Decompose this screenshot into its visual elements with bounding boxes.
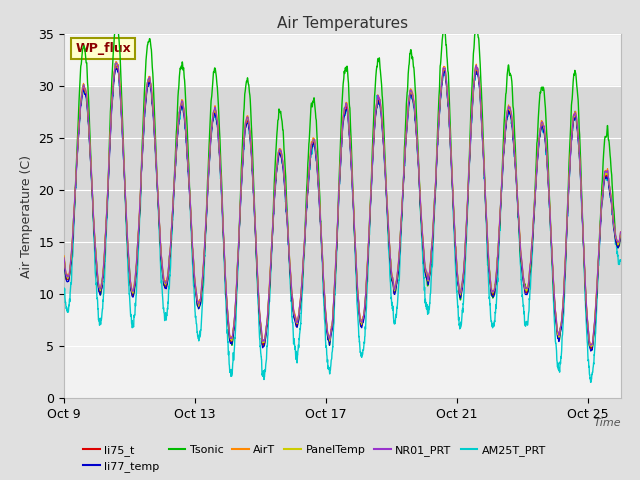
- PanelTemp: [149, 104, 157, 109]
- AM25T_PRT: [112, 60, 120, 65]
- AirT: [111, 64, 118, 70]
- NR01_PRT: [587, 342, 595, 348]
- PanelTemp: [396, 234, 404, 240]
- li77_temp: [149, 108, 157, 113]
- AM25T_PRT: [403, 134, 410, 140]
- li75_t: [60, 256, 68, 262]
- li77_temp: [113, 66, 120, 72]
- NR01_PRT: [176, 105, 184, 110]
- PanelTemp: [176, 105, 184, 111]
- AirT: [176, 104, 184, 110]
- Tsonic: [176, 65, 184, 71]
- PanelTemp: [586, 343, 594, 349]
- li75_t: [176, 108, 184, 113]
- AirT: [403, 128, 410, 134]
- PanelTemp: [403, 133, 410, 139]
- Tsonic: [396, 234, 404, 240]
- AM25T_PRT: [149, 104, 157, 109]
- Tsonic: [617, 232, 625, 238]
- Tsonic: [60, 256, 68, 262]
- AirT: [149, 100, 157, 106]
- AM25T_PRT: [111, 68, 118, 74]
- NR01_PRT: [396, 233, 404, 239]
- Title: Air Temperatures: Air Temperatures: [277, 16, 408, 31]
- li75_t: [403, 135, 410, 141]
- li75_t: [617, 231, 625, 237]
- PanelTemp: [458, 284, 466, 290]
- AirT: [113, 59, 120, 65]
- AirT: [617, 229, 625, 235]
- Line: Tsonic: Tsonic: [64, 24, 621, 350]
- AM25T_PRT: [60, 285, 68, 291]
- NR01_PRT: [149, 102, 157, 108]
- li77_temp: [176, 108, 184, 113]
- li77_temp: [403, 136, 410, 142]
- Line: PanelTemp: PanelTemp: [64, 63, 621, 346]
- Line: AirT: AirT: [64, 62, 621, 345]
- NR01_PRT: [113, 60, 120, 66]
- AirT: [587, 342, 595, 348]
- li75_t: [588, 347, 596, 352]
- Line: li75_t: li75_t: [64, 65, 621, 349]
- Line: li77_temp: li77_temp: [64, 69, 621, 351]
- PanelTemp: [60, 254, 68, 260]
- AirT: [396, 233, 404, 239]
- Tsonic: [403, 106, 410, 112]
- PanelTemp: [112, 60, 120, 66]
- AM25T_PRT: [458, 314, 466, 320]
- li77_temp: [617, 235, 625, 240]
- AM25T_PRT: [617, 258, 625, 264]
- li75_t: [111, 69, 118, 74]
- Legend: li75_t, li77_temp, Tsonic, AirT, PanelTemp, NR01_PRT, AM25T_PRT: li75_t, li77_temp, Tsonic, AirT, PanelTe…: [79, 441, 550, 477]
- li77_temp: [396, 239, 404, 244]
- PanelTemp: [617, 230, 625, 236]
- Tsonic: [149, 71, 157, 77]
- Tsonic: [111, 30, 118, 36]
- Text: Time: Time: [593, 419, 621, 429]
- Line: AM25T_PRT: AM25T_PRT: [64, 62, 621, 382]
- NR01_PRT: [617, 229, 625, 235]
- Line: NR01_PRT: NR01_PRT: [64, 63, 621, 345]
- Tsonic: [112, 22, 120, 27]
- Tsonic: [588, 347, 596, 353]
- Y-axis label: Air Temperature (C): Air Temperature (C): [20, 155, 33, 277]
- NR01_PRT: [111, 65, 118, 71]
- NR01_PRT: [60, 254, 68, 260]
- AM25T_PRT: [587, 379, 595, 385]
- li75_t: [396, 237, 404, 243]
- AM25T_PRT: [396, 251, 404, 257]
- li75_t: [112, 62, 120, 68]
- NR01_PRT: [458, 283, 466, 288]
- li75_t: [458, 287, 466, 292]
- AM25T_PRT: [176, 107, 184, 113]
- AirT: [458, 283, 466, 288]
- li77_temp: [111, 72, 118, 78]
- Text: WP_flux: WP_flux: [75, 42, 131, 55]
- li77_temp: [587, 348, 595, 354]
- Tsonic: [458, 282, 466, 288]
- li77_temp: [458, 288, 466, 294]
- li77_temp: [60, 260, 68, 266]
- PanelTemp: [111, 67, 118, 72]
- AirT: [60, 253, 68, 259]
- li75_t: [149, 105, 157, 110]
- NR01_PRT: [403, 131, 410, 137]
- Bar: [64, 86, 621, 294]
